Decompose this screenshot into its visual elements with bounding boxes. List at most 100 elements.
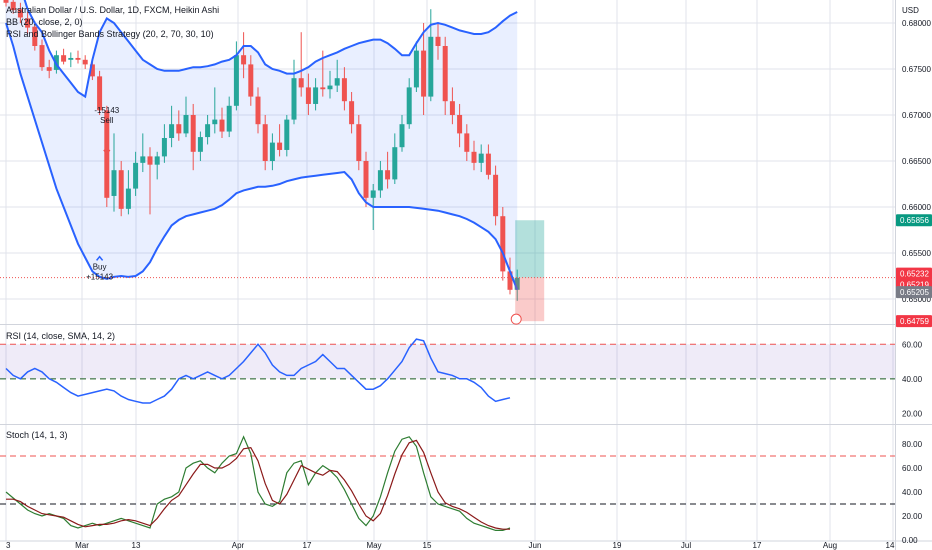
candle[interactable] [277,142,283,150]
candle[interactable] [125,188,131,209]
candle[interactable] [233,55,239,106]
candle[interactable] [97,76,103,111]
take-profit-zone [515,220,545,278]
candle[interactable] [269,142,275,161]
candle[interactable] [500,216,506,272]
candle[interactable] [32,26,38,46]
rsi-tick-label: 60.00 [902,340,923,349]
candle[interactable] [219,119,225,132]
candle[interactable] [507,271,513,290]
buy-amount: +15143 [86,273,113,282]
x-tick-label: 3 [6,541,11,550]
candle[interactable] [493,174,499,217]
candle[interactable] [25,18,31,28]
bb-lower-line[interactable] [5,22,519,291]
candle[interactable] [478,153,484,163]
candle[interactable] [363,161,369,198]
candle[interactable] [457,115,463,134]
candle[interactable] [291,78,297,120]
candle[interactable] [111,170,117,196]
price-badge-label: 0.65205 [900,288,929,297]
candle[interactable] [39,45,45,68]
candle[interactable] [226,105,232,132]
candle[interactable] [255,96,261,125]
candle[interactable] [313,87,319,104]
x-tick-label: Jul [681,541,691,550]
candle[interactable] [161,138,167,157]
indicator-bb-label[interactable]: BB (20, close, 2, 0) [6,17,83,27]
candle[interactable] [449,101,455,115]
candle[interactable] [327,85,333,90]
stop-loss-zone [515,277,545,322]
candle[interactable] [133,162,139,189]
x-tick-label: 19 [613,541,622,550]
candle[interactable] [514,277,520,290]
candle[interactable] [118,170,124,209]
candle[interactable] [334,78,340,86]
candle[interactable] [147,156,153,165]
candle[interactable] [284,119,290,150]
candle[interactable] [341,78,347,102]
candle[interactable] [89,64,95,77]
candle[interactable] [471,151,477,163]
stoch-k-line[interactable] [5,435,511,531]
stoch-panel-label[interactable]: Stoch (14, 1, 3) [6,430,68,440]
x-tick-label: 17 [303,541,312,550]
candle[interactable] [248,64,254,97]
candle[interactable] [262,124,268,161]
candle[interactable] [205,124,211,138]
candle[interactable] [442,46,448,102]
candle[interactable] [154,156,160,165]
candle[interactable] [392,147,398,180]
sell-arrow-icon [103,149,111,155]
candle[interactable] [3,0,9,3]
x-tick-label: Aug [823,541,837,550]
candle[interactable] [183,115,189,134]
candle[interactable] [406,87,412,125]
alert-icon[interactable] [510,313,522,325]
candle[interactable] [68,57,74,60]
candle[interactable] [485,153,491,175]
candle[interactable] [413,50,419,88]
candle[interactable] [349,101,355,125]
candle[interactable] [140,156,146,163]
candle[interactable] [46,67,52,71]
candle[interactable] [176,124,182,134]
candle[interactable] [241,55,247,65]
price-badge [896,267,932,280]
candle[interactable] [356,124,362,161]
candle[interactable] [305,87,311,104]
candle[interactable] [377,170,383,191]
indicator-strategy-label[interactable]: RSI and Bollinger Bands Strategy (20, 2,… [6,29,214,39]
rsi-line[interactable] [5,338,511,404]
x-tick-label: 15 [423,541,432,550]
bb-upper-line[interactable] [6,0,518,99]
candle[interactable] [212,119,218,125]
stoch-d-line[interactable] [6,439,510,530]
candle[interactable] [435,36,441,46]
candle[interactable] [385,170,391,180]
candle[interactable] [169,124,175,138]
candle[interactable] [298,78,304,88]
price-tick-label: 0.67500 [902,65,931,74]
candle[interactable] [197,137,203,152]
candle[interactable] [82,59,88,65]
stoch-tick-label: 80.00 [902,440,923,449]
sell-amount: -15143 [94,106,119,115]
rsi-panel-label[interactable]: RSI (14, close, SMA, 14, 2) [6,331,115,341]
x-tick-label: Mar [75,541,89,550]
candle[interactable] [428,36,434,97]
candle[interactable] [17,9,23,18]
candle[interactable] [399,124,405,148]
candle[interactable] [190,115,196,152]
candle[interactable] [75,57,81,60]
price-badge-label: 0.65219 [900,281,929,290]
candle[interactable] [421,50,427,97]
candle[interactable] [370,190,376,198]
chart-title: Australian Dollar / U.S. Dollar, 1D, FXC… [6,5,219,15]
candle[interactable] [61,55,67,62]
candle[interactable] [464,133,470,152]
candle[interactable] [10,1,16,11]
candle[interactable] [320,87,326,90]
